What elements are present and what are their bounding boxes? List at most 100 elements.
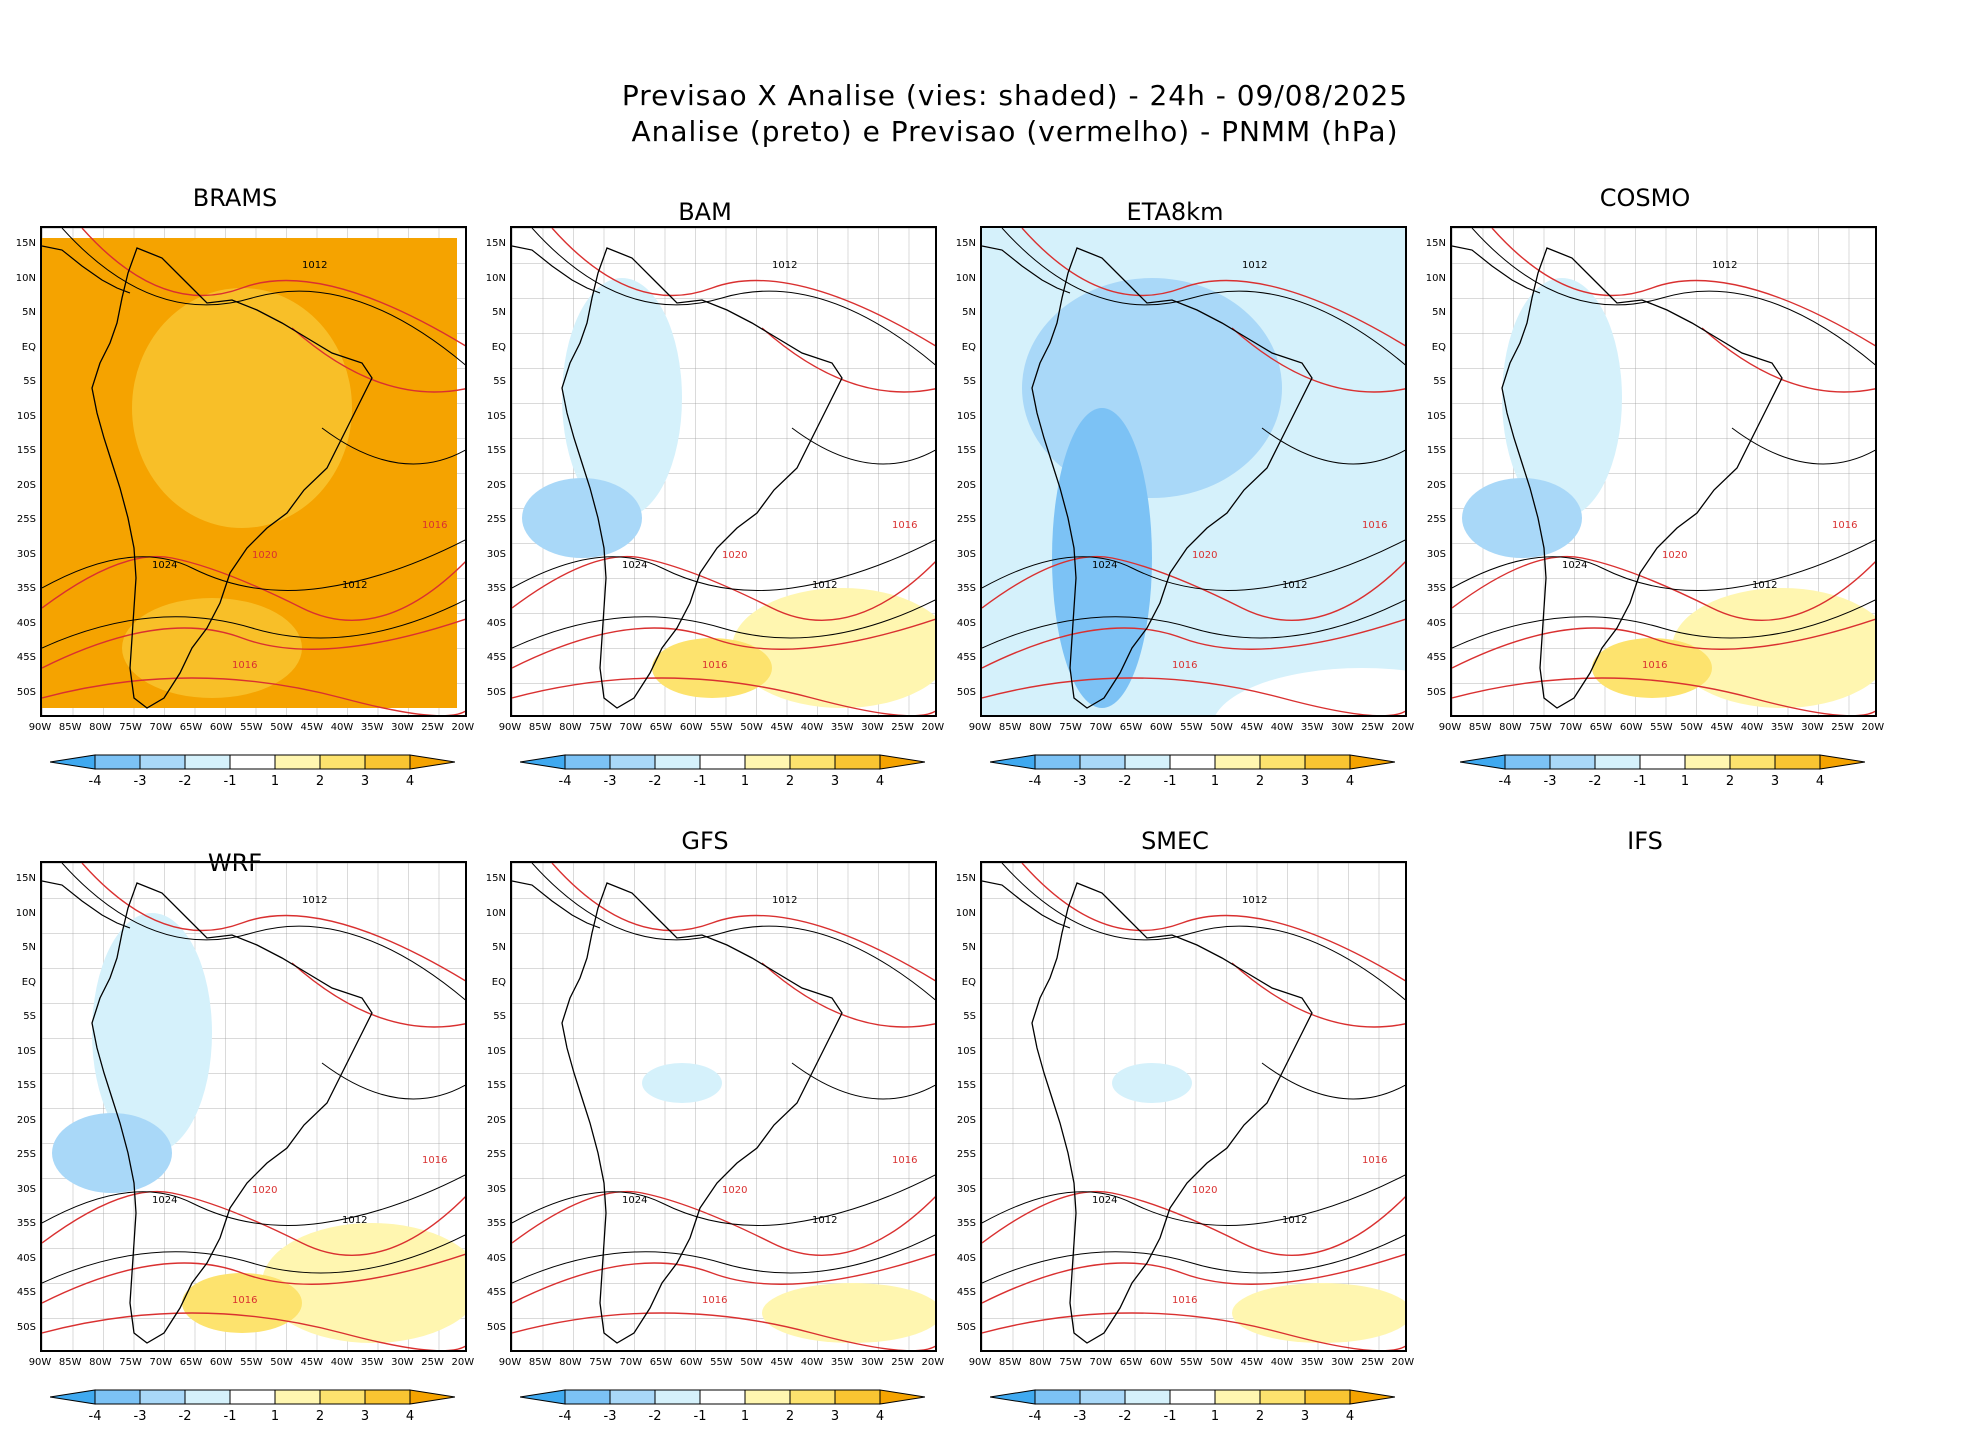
lon-tick-label: 60W bbox=[209, 1357, 233, 1368]
panel-title: BRAMS bbox=[192, 184, 278, 212]
colorbar-segment bbox=[1594, 754, 1641, 770]
lat-tick-label: 35S bbox=[16, 1218, 36, 1229]
panel-wrf: WRF 1012 1020 1024 1016 1012 1016 15N 10N 5N EQ 5S 1… bbox=[0, 825, 474, 1445]
lon-tick-label: 55W bbox=[240, 722, 263, 733]
lon-tick-label: 70W bbox=[149, 722, 173, 733]
forecast-isobar bbox=[42, 555, 465, 621]
analysis-isobar bbox=[61, 863, 465, 1001]
forecast-isobar bbox=[1231, 962, 1405, 1028]
colorbar-segment bbox=[609, 754, 656, 770]
lon-tick-label: 80W bbox=[89, 1357, 112, 1368]
lon-tick-label: 35W bbox=[360, 722, 384, 733]
colorbar-label: 1 bbox=[1210, 1409, 1220, 1424]
lon-tick-label: 25W bbox=[891, 1357, 914, 1368]
forecast-isobar bbox=[1021, 228, 1405, 347]
colorbar-segment bbox=[654, 1389, 701, 1405]
colorbar bbox=[49, 1387, 456, 1407]
isobar-label: 1020 bbox=[252, 1185, 277, 1196]
lon-tick-label: 25W bbox=[891, 722, 914, 733]
lon-tick-label: 70W bbox=[1089, 1357, 1113, 1368]
lat-tick-label: 15S bbox=[16, 1080, 36, 1091]
isobar-label: 1016 bbox=[422, 1155, 447, 1166]
colorbar-label: 1 bbox=[740, 774, 750, 789]
colorbar-arrow-left bbox=[989, 754, 1036, 770]
lon-tick-label: 50W bbox=[1210, 1357, 1233, 1368]
analysis-isobar bbox=[982, 539, 1405, 591]
colorbar-segment bbox=[1079, 1389, 1126, 1405]
lat-tick-label: 30S bbox=[16, 548, 36, 560]
lon-tick-label: 65W bbox=[179, 722, 203, 733]
colorbar-label: -1 bbox=[693, 1409, 707, 1424]
colorbar-segment bbox=[654, 754, 701, 770]
lat-tick-label: EQ bbox=[961, 341, 976, 353]
isobar-label: 1016 bbox=[1172, 1295, 1197, 1306]
colorbar-label: 3 bbox=[1300, 1409, 1310, 1424]
lon-tick-label: 90W bbox=[28, 1357, 52, 1368]
lon-tick-label: 60W bbox=[1149, 1357, 1173, 1368]
lat-tick-label: 15S bbox=[486, 1080, 506, 1091]
lon-tick-label: 90W bbox=[498, 722, 522, 733]
south-america-coastline bbox=[561, 247, 843, 709]
colorbar-label: 4 bbox=[1345, 1409, 1355, 1424]
lon-tick-label: 45W bbox=[1240, 722, 1264, 733]
analysis-isobar bbox=[42, 1174, 465, 1226]
lon-tick-label: 65W bbox=[1119, 1357, 1143, 1368]
colorbar-label: 3 bbox=[360, 1409, 370, 1424]
lon-tick-label: 85W bbox=[58, 722, 82, 733]
colorbar-segment bbox=[184, 1389, 231, 1405]
isobar-label: 1016 bbox=[702, 1295, 727, 1306]
panel-title: SMEC bbox=[1141, 827, 1209, 855]
colorbar-label: 2 bbox=[785, 774, 795, 789]
lat-tick-label: 40S bbox=[1426, 617, 1446, 629]
colorbar-label: 2 bbox=[1255, 774, 1265, 789]
lat-tick-label: 5S bbox=[23, 376, 36, 387]
central-america-coastline bbox=[982, 245, 1071, 294]
forecast-isobar bbox=[982, 1253, 1405, 1304]
isobar-label: 1020 bbox=[722, 550, 747, 561]
colorbar-label: -3 bbox=[133, 1409, 147, 1424]
lat-tick-label: 10S bbox=[16, 1045, 36, 1057]
lat-tick-label: 35S bbox=[16, 583, 36, 594]
colorbar-label: -2 bbox=[178, 1409, 192, 1424]
panel-title: ETA8km bbox=[1126, 198, 1224, 226]
colorbar-segment bbox=[364, 1389, 411, 1405]
colorbar-label: 4 bbox=[405, 774, 415, 789]
forecast-isobar bbox=[1701, 327, 1875, 393]
isobar-label: 1012 bbox=[1282, 580, 1307, 591]
lat-tick-label: 40S bbox=[956, 617, 976, 629]
bias-patch bbox=[1232, 1283, 1405, 1343]
colorbar-label: -1 bbox=[223, 774, 237, 789]
map-area: 1012 1020 1024 1016 1012 1016 bbox=[40, 226, 467, 717]
lon-tick-label: 80W bbox=[1029, 722, 1052, 733]
isobar-label: 1012 bbox=[812, 1215, 837, 1226]
isobar-label: 1012 bbox=[1712, 260, 1737, 271]
lon-tick-label: 80W bbox=[559, 722, 582, 733]
lat-tick-label: 10N bbox=[15, 272, 36, 284]
bias-patch bbox=[1462, 478, 1582, 558]
colorbar-label: -2 bbox=[648, 1409, 662, 1424]
lat-tick-label: 10N bbox=[1425, 272, 1446, 284]
colorbar-segment bbox=[364, 754, 411, 770]
lat-tick-label: 25S bbox=[486, 514, 506, 525]
lon-tick-label: 60W bbox=[1149, 722, 1173, 733]
map-area: 1012 1020 1024 1016 1012 1016 bbox=[510, 226, 937, 717]
lat-tick-label: 45S bbox=[486, 652, 506, 663]
map-svg: 1012 1020 1024 1016 1012 1016 bbox=[1452, 228, 1875, 715]
colorbar-segment bbox=[1259, 1389, 1306, 1405]
lon-tick-label: 35W bbox=[1300, 1357, 1324, 1368]
forecast-isobar bbox=[982, 555, 1405, 621]
lat-tick-label: 20S bbox=[1426, 479, 1446, 491]
central-america-coastline bbox=[512, 245, 601, 294]
lat-tick-label: 45S bbox=[16, 1287, 36, 1298]
analysis-isobar bbox=[531, 863, 935, 1001]
forecast-isobar bbox=[81, 228, 465, 347]
isobar-label: 1016 bbox=[1362, 1155, 1387, 1166]
south-america-coastline bbox=[91, 882, 373, 1344]
lon-tick-label: 40W bbox=[800, 722, 824, 733]
lon-tick-label: 80W bbox=[1029, 1357, 1052, 1368]
colorbar-label: -2 bbox=[648, 774, 662, 789]
colorbar-label: -4 bbox=[558, 774, 572, 789]
forecast-isobar bbox=[1452, 555, 1875, 621]
lon-tick-label: 50W bbox=[1210, 722, 1233, 733]
isobar-label: 1024 bbox=[152, 560, 177, 571]
